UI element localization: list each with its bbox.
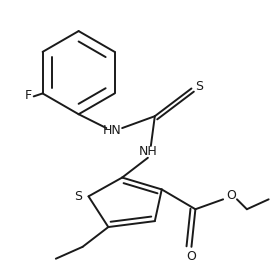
Text: S: S [195, 80, 203, 93]
Text: NH: NH [139, 145, 157, 158]
Text: O: O [187, 250, 197, 263]
Text: O: O [226, 189, 236, 202]
Text: F: F [25, 89, 32, 102]
Text: HN: HN [103, 124, 122, 137]
Text: S: S [75, 190, 83, 203]
